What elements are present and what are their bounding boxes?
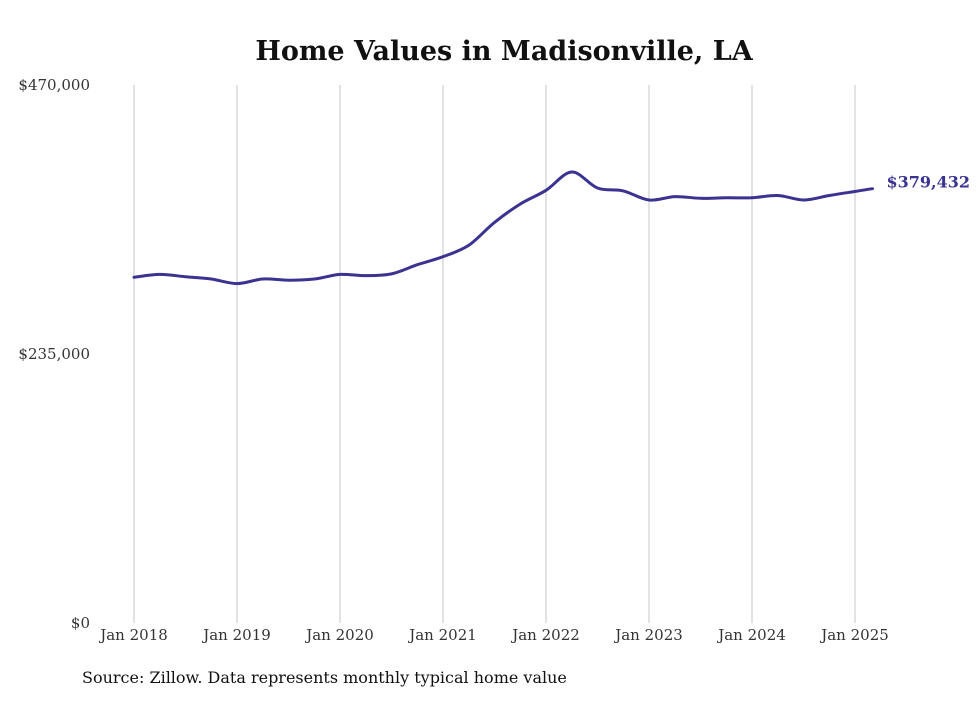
series-group [132, 170, 874, 286]
y-axis-ticks: $0 $235,000 $470,000 [18, 76, 90, 632]
data-point [828, 194, 831, 197]
x-tick-label: Jan 2019 [201, 626, 271, 644]
x-tick-label: Jan 2025 [819, 626, 889, 644]
data-point [184, 275, 187, 278]
data-point [313, 278, 316, 281]
y-tick-label: $470,000 [18, 76, 90, 94]
x-tick-label: Jan 2022 [510, 626, 580, 644]
data-point [699, 197, 702, 200]
data-point [442, 255, 445, 258]
x-tick-label: Jan 2020 [304, 626, 374, 644]
data-point [622, 189, 625, 192]
data-point [158, 273, 161, 276]
data-point [519, 203, 522, 206]
data-point [236, 282, 239, 285]
data-point [854, 190, 857, 193]
x-axis-ticks: Jan 2018 Jan 2019 Jan 2020 Jan 2021 Jan 2022… [98, 626, 889, 644]
data-point [287, 279, 290, 282]
data-point [210, 278, 213, 281]
y-tick-label: $0 [71, 614, 90, 632]
data-point [596, 187, 599, 190]
data-point [261, 278, 264, 281]
data-point [802, 199, 805, 202]
series-line-0 [132, 170, 874, 286]
data-point [648, 199, 651, 202]
data-point [545, 189, 548, 192]
data-point [467, 244, 470, 247]
data-point [751, 196, 754, 199]
y-tick-label: $235,000 [18, 345, 90, 363]
end-value-label: $379,432 [887, 173, 971, 192]
data-point [416, 263, 419, 266]
data-point [725, 196, 728, 199]
source-note: Source: Zillow. Data represents monthly … [82, 668, 567, 687]
data-point [364, 274, 367, 277]
data-point [493, 221, 496, 224]
data-point [776, 194, 779, 197]
data-point [673, 195, 676, 198]
chart-title: Home Values in Madisonville, LA [255, 36, 753, 67]
x-tick-label: Jan 2018 [98, 626, 168, 644]
data-point [339, 273, 342, 276]
x-tick-label: Jan 2023 [613, 626, 683, 644]
data-point [871, 187, 874, 190]
x-tick-label: Jan 2024 [716, 626, 786, 644]
data-point [390, 272, 393, 275]
data-point [570, 170, 573, 173]
x-tick-label: Jan 2021 [407, 626, 477, 644]
data-point [133, 276, 136, 279]
gridlines [133, 85, 856, 623]
